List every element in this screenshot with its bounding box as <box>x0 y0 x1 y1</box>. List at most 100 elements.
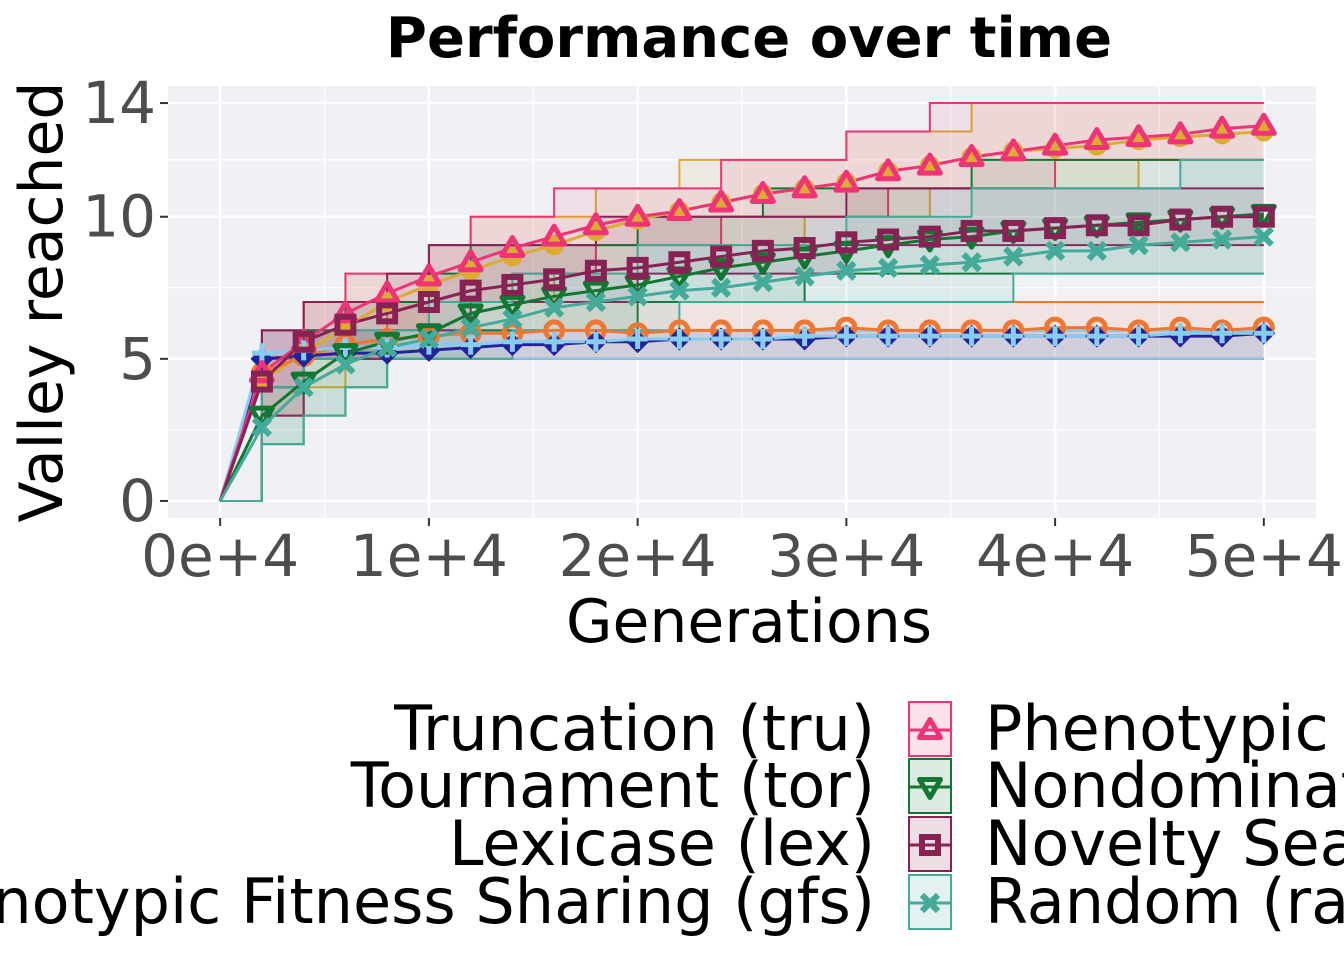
data-point <box>335 354 356 375</box>
data-point <box>752 328 773 349</box>
data-point <box>708 189 735 213</box>
legend: Truncation (tru)Tournament (tor)Lexicase… <box>0 692 1344 938</box>
data-point <box>417 291 440 313</box>
marker-shape <box>251 416 273 438</box>
marker-shape <box>1003 246 1024 267</box>
marker-shape <box>1127 214 1150 237</box>
data-point <box>415 263 442 287</box>
data-point <box>710 245 733 268</box>
marker-shape <box>1086 240 1107 261</box>
data-point <box>918 225 941 248</box>
marker-shape <box>958 144 985 168</box>
data-point <box>1128 326 1149 347</box>
data-point <box>544 331 565 352</box>
marker-shape <box>1252 205 1275 228</box>
band-upper-line <box>220 102 1264 502</box>
marker-shape <box>1002 219 1025 242</box>
marker-shape <box>1045 326 1066 347</box>
legend-label: Phenotypic Fitness Sharing (pfs) <box>985 692 1344 765</box>
data-point <box>1086 240 1107 261</box>
data-point <box>668 251 691 274</box>
data-point <box>250 370 273 393</box>
data-point <box>878 326 899 347</box>
marker-shape <box>1044 217 1067 240</box>
marker-shape <box>916 152 943 176</box>
marker-shape <box>1250 112 1277 136</box>
marker-shape <box>1211 205 1234 228</box>
data-point <box>1002 219 1025 242</box>
legend-item: Random (ran) <box>908 865 1344 938</box>
data-point <box>499 294 526 318</box>
x-tick-label: 0e+4 <box>141 522 299 590</box>
data-point <box>1209 115 1236 139</box>
y-axis: 0 5 10 14 <box>82 69 168 535</box>
marker-shape <box>1170 323 1191 344</box>
data-point <box>669 280 690 301</box>
marker-shape <box>836 326 857 347</box>
marker-shape <box>919 892 941 914</box>
data-point <box>541 223 568 247</box>
legend-item: Nondominated Sorting (nds) <box>908 749 1344 822</box>
data-point <box>1211 229 1233 250</box>
data-point <box>836 260 857 281</box>
data-point <box>877 228 900 251</box>
marker-shape <box>501 273 524 296</box>
data-point <box>1086 326 1107 347</box>
marker-shape <box>877 228 900 251</box>
x-tick-label: 3e+4 <box>767 522 925 590</box>
data-point <box>1250 112 1277 136</box>
data-point <box>749 252 776 276</box>
marker-shape <box>1253 226 1274 247</box>
marker-shape <box>1167 121 1194 145</box>
marker-shape <box>708 257 735 281</box>
marker-shape <box>626 256 649 279</box>
marker-shape <box>376 302 399 325</box>
marker-shape <box>502 331 523 352</box>
marker-shape <box>793 237 816 259</box>
y-axis-title: Valley reached <box>7 81 77 522</box>
marker-shape <box>711 328 732 349</box>
data-point <box>835 231 858 254</box>
data-point <box>1169 208 1192 231</box>
y-tick-label: 0 <box>119 467 156 535</box>
marker-shape <box>833 169 860 193</box>
data-point <box>1170 232 1191 253</box>
legend-label: Genotypic Fitness Sharing (gfs) <box>0 865 875 938</box>
marker-shape <box>1086 326 1107 347</box>
data-point <box>958 144 985 168</box>
marker-shape <box>960 219 983 242</box>
marker-shape <box>749 181 776 204</box>
data-point <box>1127 214 1150 237</box>
data-point <box>1085 214 1108 237</box>
legend-item: Lexicase (lex) <box>449 807 875 880</box>
y-tick-label: 5 <box>119 325 156 393</box>
data-point <box>627 328 648 349</box>
marker-shape <box>544 297 565 318</box>
marker-shape <box>1128 326 1149 347</box>
data-point <box>960 219 983 242</box>
marker-shape <box>251 343 272 364</box>
data-point <box>585 331 606 352</box>
data-point <box>502 331 523 352</box>
data-point <box>332 300 359 324</box>
marker-shape <box>961 252 982 273</box>
band-area <box>220 302 1264 501</box>
legend-item: Phenotypic Fitness Sharing (pfs) <box>908 692 1344 765</box>
legend-key-marker <box>919 892 941 914</box>
marker-shape <box>582 212 609 236</box>
legend-label: Random (ran) <box>985 865 1344 938</box>
x-tick-label: 4e+4 <box>976 522 1134 590</box>
marker-shape <box>417 291 440 313</box>
data-point <box>711 328 732 349</box>
data-point <box>1125 124 1152 148</box>
marker-shape <box>751 239 774 262</box>
marker-shape <box>584 259 607 282</box>
data-point <box>1253 226 1274 247</box>
x-axis-title: Generations <box>566 587 932 657</box>
marker-shape <box>1000 138 1027 162</box>
marker-shape <box>418 328 440 350</box>
data-point <box>793 237 816 259</box>
marker-shape <box>752 328 773 349</box>
data-point <box>877 257 899 279</box>
